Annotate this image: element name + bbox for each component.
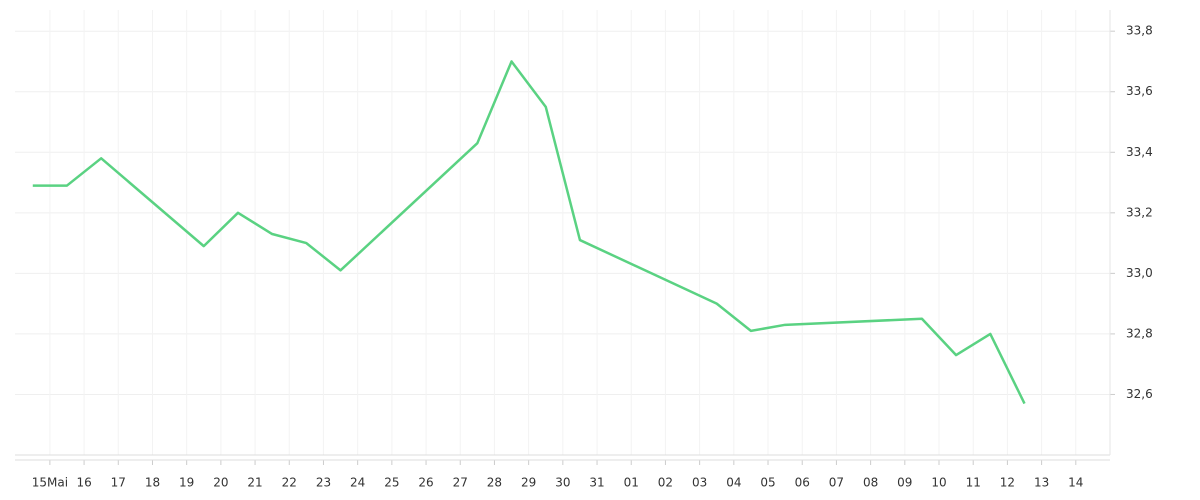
x-tick-label: 14 bbox=[1068, 476, 1083, 490]
x-tick-label: 28 bbox=[487, 476, 502, 490]
x-tick-label: 31 bbox=[589, 476, 604, 490]
x-tick-label: 17 bbox=[111, 476, 126, 490]
x-tick-label: 12 bbox=[1000, 476, 1015, 490]
x-tick-label: 26 bbox=[418, 476, 433, 490]
y-tick-label: 32,8 bbox=[1126, 326, 1153, 340]
y-tick-label: 33,2 bbox=[1126, 205, 1153, 219]
x-tick-label: 18 bbox=[145, 476, 160, 490]
x-tick-label: 22 bbox=[282, 476, 297, 490]
x-tick-label: 02 bbox=[658, 476, 673, 490]
x-tick-label: 01 bbox=[624, 476, 639, 490]
x-tick-label: 09 bbox=[897, 476, 912, 490]
x-tick-label: 25 bbox=[384, 476, 399, 490]
y-tick-label: 33,6 bbox=[1126, 84, 1153, 98]
x-tick-label: 13 bbox=[1034, 476, 1049, 490]
x-tick-label: 11 bbox=[966, 476, 981, 490]
x-tick-label: 16 bbox=[76, 476, 91, 490]
x-tick-label: 23 bbox=[316, 476, 331, 490]
x-tick-label: 27 bbox=[453, 476, 468, 490]
x-tick-label: 03 bbox=[692, 476, 707, 490]
x-tick-label: 08 bbox=[863, 476, 878, 490]
y-tick-label: 33,8 bbox=[1126, 24, 1153, 38]
data-line bbox=[32, 60, 1026, 405]
x-tick-label: 30 bbox=[555, 476, 570, 490]
x-tick-label: 06 bbox=[795, 476, 810, 490]
x-tick-label: 24 bbox=[350, 476, 365, 490]
y-tick-label: 32,6 bbox=[1126, 387, 1153, 401]
x-tick-label: 21 bbox=[247, 476, 262, 490]
y-tick-label: 33,4 bbox=[1126, 145, 1153, 159]
x-tick-label: 10 bbox=[931, 476, 946, 490]
x-tick-label: 04 bbox=[726, 476, 741, 490]
y-tick-label: 33,0 bbox=[1126, 266, 1153, 280]
x-tick-label: 20 bbox=[213, 476, 228, 490]
x-tick-label: 05 bbox=[760, 476, 775, 490]
x-tick-label: 07 bbox=[829, 476, 844, 490]
x-tick-label: 19 bbox=[179, 476, 194, 490]
x-tick-label: 15Mai bbox=[32, 476, 68, 490]
x-tick-label: 29 bbox=[521, 476, 536, 490]
